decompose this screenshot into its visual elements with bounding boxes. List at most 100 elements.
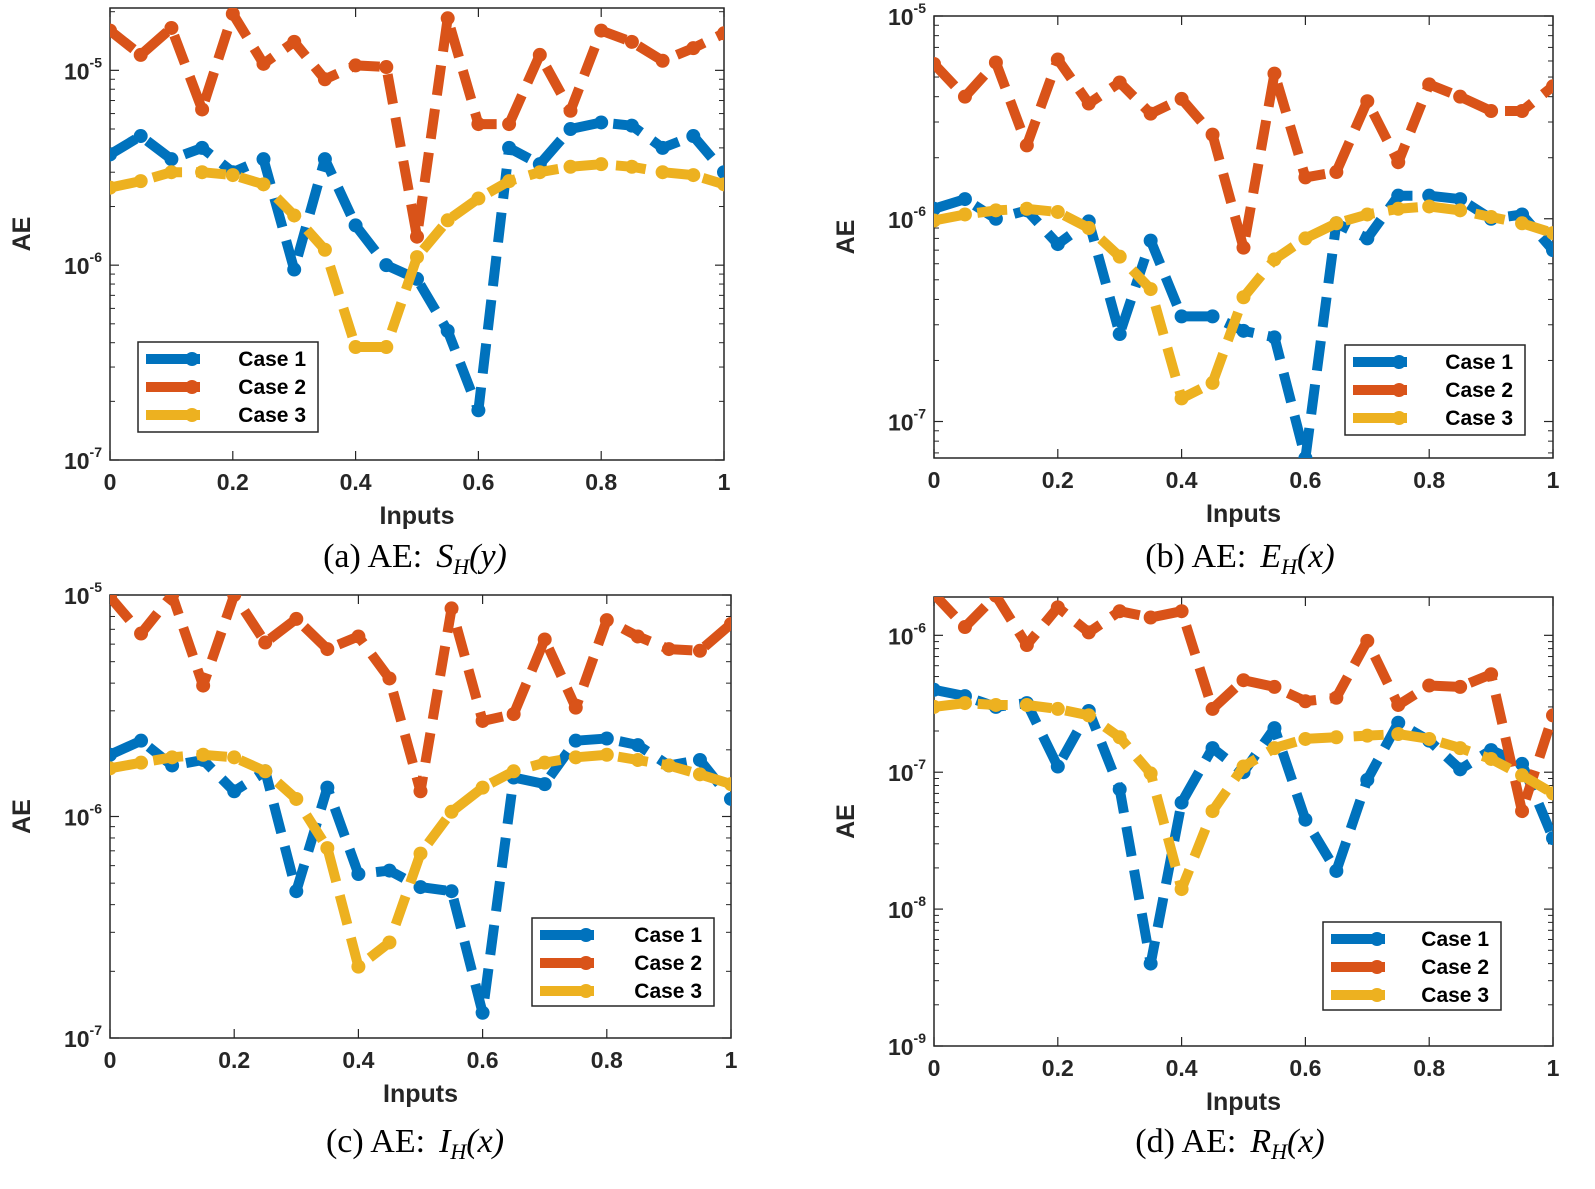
data-point [717, 177, 724, 192]
caption-prefix: (a) AE: [323, 538, 422, 575]
data-point [537, 632, 552, 647]
data-point [1515, 216, 1530, 231]
data-point [1019, 138, 1034, 153]
data-point [1360, 633, 1375, 648]
data-point [351, 959, 366, 974]
data-point [227, 595, 242, 602]
data-point [1081, 96, 1096, 111]
x-tick-label: 1 [1547, 467, 1560, 493]
data-point [227, 784, 242, 799]
data-point [1298, 812, 1313, 827]
data-point [1360, 94, 1375, 109]
y-axis-label: AE [8, 799, 36, 834]
x-tick-label: 0 [928, 1055, 941, 1081]
data-point [1360, 772, 1375, 787]
data-point [475, 780, 490, 795]
data-point [1205, 309, 1220, 324]
data-point [1360, 231, 1375, 246]
data-point [1546, 79, 1553, 94]
data-point [164, 20, 179, 35]
data-point [1174, 309, 1189, 324]
y-tick-base: 10 [888, 760, 914, 786]
data-point [1546, 226, 1553, 241]
caption-subscript: H [1280, 554, 1298, 579]
legend-entry: Case 1 [1445, 351, 1513, 374]
data-point [957, 620, 972, 635]
data-point [1391, 201, 1406, 216]
y-tick-exponent: -7 [90, 1022, 103, 1038]
data-point [1236, 673, 1251, 688]
data-point [1298, 694, 1313, 709]
x-tick-label: 0.6 [462, 469, 494, 495]
data-point [1546, 243, 1553, 258]
y-tick-exponent: -6 [914, 203, 927, 219]
data-point [1205, 804, 1220, 819]
data-point [1391, 155, 1406, 170]
data-point [934, 56, 941, 71]
data-point [1391, 697, 1406, 712]
data-point [934, 213, 941, 228]
y-tick-base: 10 [64, 448, 90, 474]
data-point [1484, 667, 1499, 682]
legend: Case 1 Case 2 Case 3 [531, 917, 715, 1007]
data-point [287, 34, 302, 49]
y-tick-label: 10-6 [64, 801, 102, 831]
legend: Case 1 Case 2 Case 3 [1344, 344, 1526, 436]
data-point [289, 791, 304, 806]
data-point [379, 340, 394, 355]
series-line-1 [110, 117, 724, 416]
data-point [1422, 199, 1437, 214]
data-point [227, 750, 242, 765]
data-point [686, 129, 701, 144]
data-point [988, 55, 1003, 70]
data-point [165, 595, 180, 602]
data-point [506, 707, 521, 722]
data-point [988, 203, 1003, 218]
legend-marker [579, 956, 593, 970]
data-point [1267, 679, 1282, 694]
legend-marker [1392, 355, 1406, 369]
y-tick-base: 10 [64, 583, 90, 609]
data-point [563, 121, 578, 136]
data-point [410, 229, 424, 244]
data-point [1236, 240, 1251, 255]
data-point [599, 613, 614, 628]
data-point [1050, 701, 1065, 716]
x-tick-label: 0.8 [1413, 1055, 1445, 1081]
data-point [624, 118, 639, 133]
data-point [724, 616, 731, 631]
legend-entry: Case 1 [1421, 928, 1489, 951]
data-point [532, 165, 547, 180]
y-axis-label: AE [832, 220, 860, 255]
x-tick-label: 0.4 [340, 469, 372, 495]
y-tick-label: 10-7 [64, 1022, 102, 1052]
y-tick-base: 10 [888, 207, 914, 233]
legend-entry: Case 2 [1445, 379, 1513, 402]
caption: (c) AE: IH(x) [326, 1123, 504, 1164]
data-point [1267, 330, 1282, 345]
data-point [195, 102, 210, 117]
series-group [110, 595, 731, 1020]
data-point [1174, 391, 1189, 406]
legend-entry: Case 3 [1421, 984, 1489, 1007]
x-tick-label: 0 [104, 469, 117, 495]
data-point [599, 747, 614, 762]
data-point [989, 597, 1003, 603]
data-point [440, 11, 455, 26]
data-point [1205, 741, 1220, 756]
data-point [110, 23, 117, 38]
data-point [655, 140, 670, 155]
data-point [934, 597, 941, 602]
data-point [348, 340, 363, 355]
data-point [1422, 77, 1437, 92]
data-point [195, 165, 210, 180]
data-point [110, 761, 117, 776]
data-point [717, 26, 724, 41]
data-point [624, 159, 639, 174]
x-axis-label: Inputs [1206, 1088, 1281, 1116]
data-point [1329, 730, 1344, 745]
legend: Case 1 Case 2 Case 3 [137, 341, 319, 433]
data-point [317, 242, 332, 257]
x-tick-label: 0.4 [342, 1047, 374, 1073]
data-point [317, 72, 332, 87]
